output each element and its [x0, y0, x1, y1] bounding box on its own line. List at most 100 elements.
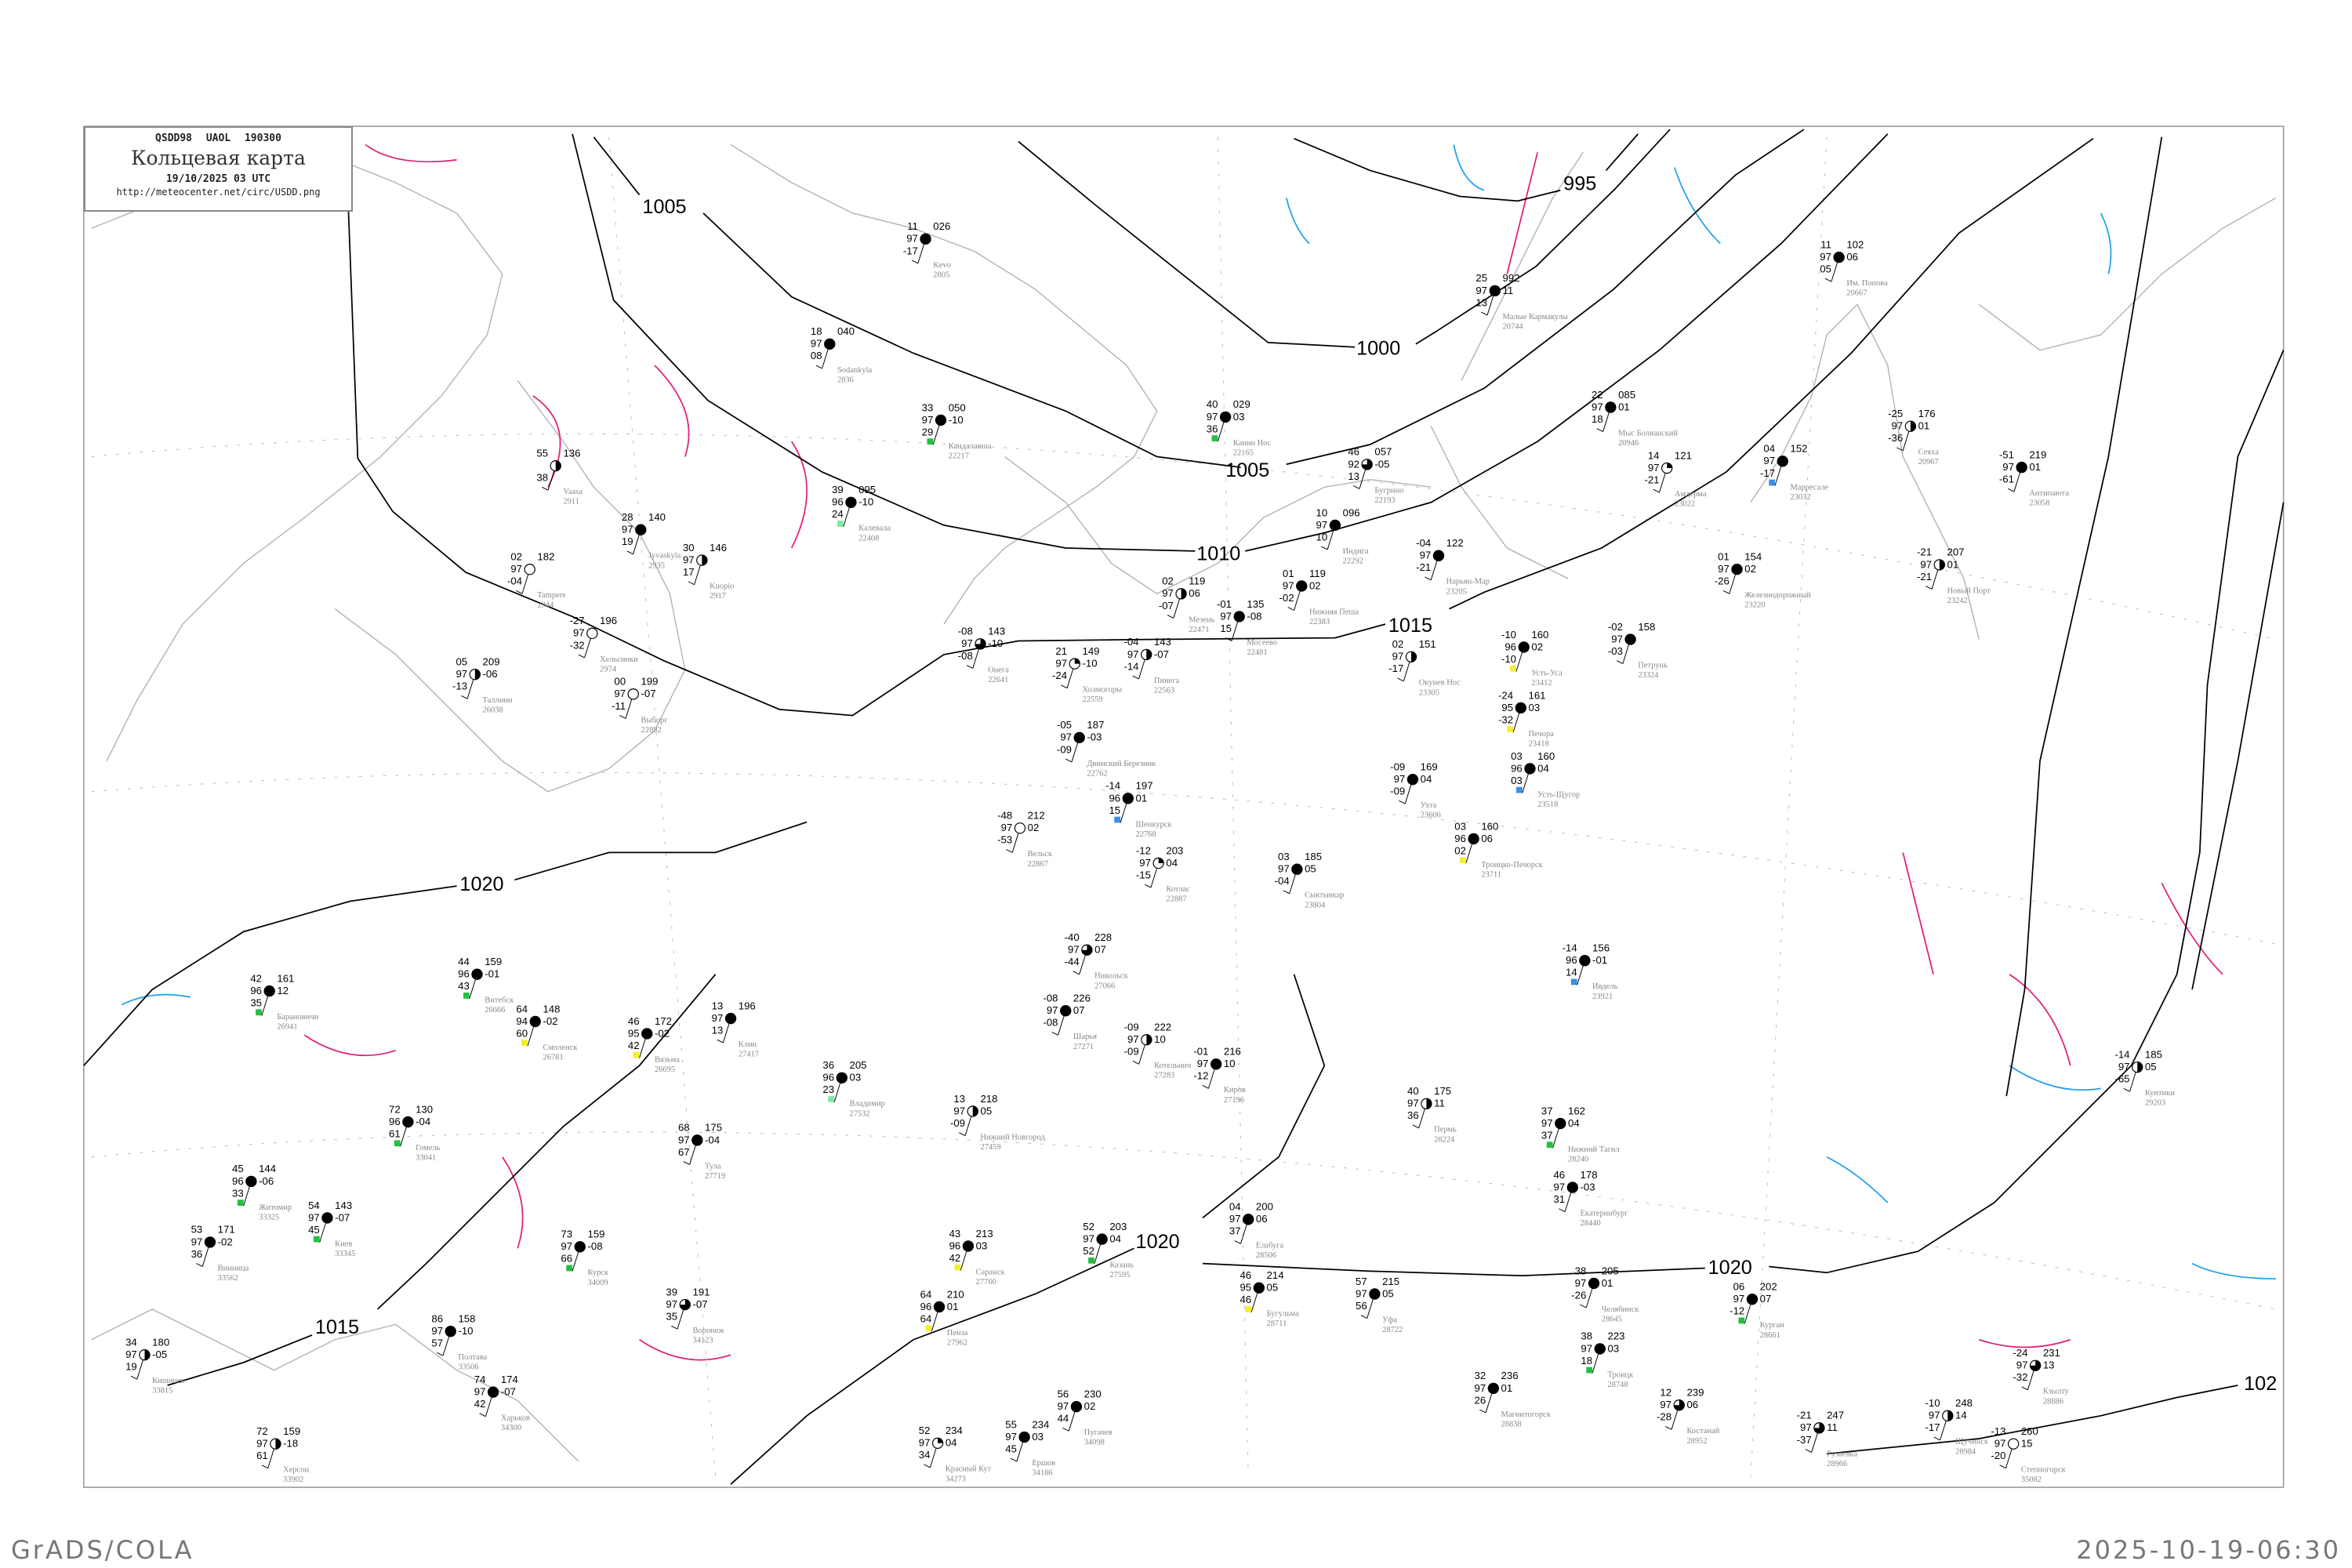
station-name: Саранск	[976, 1268, 1006, 1276]
cloud-cover-fill	[1605, 401, 1616, 413]
station-name: Хельсинки	[600, 655, 638, 664]
cloud-cover-fill	[530, 1016, 541, 1027]
station-visibility: 97	[1005, 1431, 1017, 1443]
station-visibility: 97	[1994, 1438, 2006, 1450]
station-dewpoint: -28	[1657, 1411, 1671, 1423]
station-dewpoint: -21	[1644, 474, 1659, 485]
station-name: Таллинн	[483, 696, 514, 705]
cloud-cover-fill	[1567, 1181, 1578, 1193]
station-dewpoint: 34	[919, 1449, 931, 1461]
station-visibility: 97	[1718, 563, 1730, 575]
station-name: Tampere	[537, 591, 566, 600]
station-plot[interactable]: 55 38 136 Vaasa 2911	[536, 448, 583, 506]
